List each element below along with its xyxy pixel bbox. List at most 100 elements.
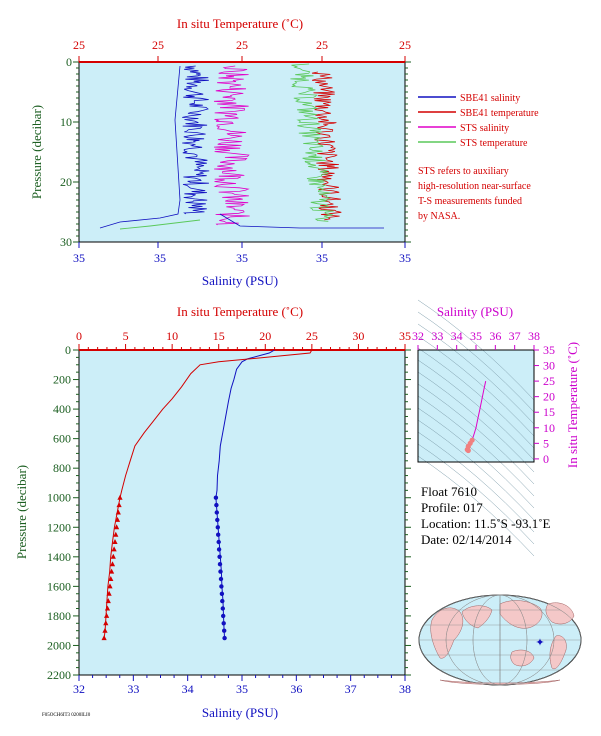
salinity-point xyxy=(219,591,225,596)
temperature-point xyxy=(116,502,122,508)
ts-sal-tick: 36 xyxy=(489,329,501,343)
ts-temp-tick: 15 xyxy=(543,405,555,419)
temperature-point xyxy=(117,494,123,500)
main-temp-tick: 15 xyxy=(213,329,225,343)
main-panel: In situ Temperature (˚C) Salinity (PSU) … xyxy=(14,304,411,720)
main-sal-tick: 33 xyxy=(127,682,139,696)
ts-sal-tick: 35 xyxy=(470,329,482,343)
legend-label: SBE41 temperature xyxy=(460,108,539,119)
density-contour xyxy=(417,383,535,485)
top-temp-tick: 25 xyxy=(236,38,248,52)
salinity-point xyxy=(221,613,226,619)
density-contour xyxy=(417,371,535,473)
salinity-point xyxy=(218,569,223,574)
temperature-point xyxy=(102,627,108,633)
sbe41-salinity-trace xyxy=(182,65,210,215)
salinity-point xyxy=(213,495,219,500)
main-pressure-tick: 1600 xyxy=(47,579,71,593)
legend-label: SBE41 salinity xyxy=(460,93,520,104)
temperature-point xyxy=(104,612,110,618)
salinity-point xyxy=(215,525,220,530)
temperature-point xyxy=(101,635,107,641)
main-pressure-tick: 2200 xyxy=(47,668,71,682)
main-temperature-line xyxy=(103,349,313,639)
ts-point xyxy=(465,447,471,454)
sbe41-salinity-bottom-trace xyxy=(99,65,181,229)
ts-temp-tick: 20 xyxy=(543,390,555,404)
density-contour xyxy=(417,431,535,533)
ts-sal-axis-title: Salinity (PSU) xyxy=(437,304,513,319)
temperature-point xyxy=(114,516,121,522)
main-pressure-tick: 0 xyxy=(65,343,71,357)
main-sal-tick: 34 xyxy=(182,682,194,696)
legend: SBE41 salinity SBE41 temperature STS sal… xyxy=(418,93,539,222)
density-contour xyxy=(417,359,535,461)
top-temp-tick: 25 xyxy=(152,38,164,52)
world-map: ✦ xyxy=(418,594,582,686)
ts-panel: Salinity (PSU) 32 33 34 35 36 37 3805101520253… xyxy=(412,299,580,557)
legend-note-line: STS refers to auxiliary xyxy=(418,166,509,177)
float-id: Float 7610 xyxy=(421,484,477,499)
main-temp-tick: 10 xyxy=(166,329,178,343)
ts-sal-tick: 34 xyxy=(451,329,463,343)
ts-temp-tick: 0 xyxy=(543,452,549,466)
map-land xyxy=(430,600,575,685)
density-contour xyxy=(417,419,535,521)
float-location-marker: ✦ xyxy=(535,637,544,649)
date: Date: 02/14/2014 xyxy=(421,532,512,547)
salinity-point xyxy=(220,598,225,604)
main-tick-labels: 0200400600800100012001400160018002000220… xyxy=(47,329,411,696)
salinity-point xyxy=(217,562,223,567)
salinity-point xyxy=(222,628,227,633)
top-temp-tick: 25 xyxy=(316,38,328,52)
main-pressure-axis-title: Pressure (decibar) xyxy=(14,465,29,559)
ts-sal-tick: 32 xyxy=(412,329,424,343)
footer-code: F05OCH6IT3 0200ILI0 xyxy=(42,713,91,718)
main-pressure-tick: 200 xyxy=(53,373,71,387)
top-sal-tick: 35 xyxy=(236,251,248,265)
main-temp-axis-title: In situ Temperature (˚C) xyxy=(177,304,303,319)
top-plot-area xyxy=(78,61,406,243)
temperature-point xyxy=(103,620,109,626)
top-sal-axis-title: Salinity (PSU) xyxy=(202,273,278,288)
legend-label: STS salinity xyxy=(460,123,509,134)
main-temp-tick: 30 xyxy=(352,329,364,343)
float-info: Float 7610 Profile: 017 Location: 11.5˚S… xyxy=(421,484,551,547)
top-temp-axis-title: In situ Temperature (˚C) xyxy=(177,16,303,31)
salinity-point xyxy=(216,547,222,552)
sts-temperature-tail-trace xyxy=(119,219,201,230)
density-contour xyxy=(417,407,535,509)
temperature-point xyxy=(113,531,119,537)
temperature-point xyxy=(112,539,118,544)
top-pressure-tick: 20 xyxy=(60,175,72,189)
main-temp-tick: 20 xyxy=(259,329,271,343)
sts-salinity-trace xyxy=(213,65,250,226)
main-pressure-tick: 400 xyxy=(53,402,71,416)
main-pressure-tick: 1200 xyxy=(47,520,71,534)
legend-label: STS temperature xyxy=(460,138,528,149)
salinity-point xyxy=(215,517,220,523)
salinity-point xyxy=(221,621,226,626)
top-traces xyxy=(99,63,384,230)
temperature-point xyxy=(108,576,114,581)
main-temp-tick: 0 xyxy=(76,329,82,343)
top-temp-tick: 25 xyxy=(73,38,85,52)
density-contour xyxy=(417,395,535,497)
main-temp-tick: 35 xyxy=(399,329,411,343)
salinity-point xyxy=(219,584,224,589)
density-contour xyxy=(417,335,535,437)
ts-temp-axis-title: In situ Temperature (˚C) xyxy=(565,342,580,468)
temperature-point xyxy=(114,524,120,530)
ts-temp-tick: 30 xyxy=(543,359,555,373)
main-pressure-tick: 800 xyxy=(53,461,71,475)
top-temp-tick: 25 xyxy=(399,38,411,52)
top-ticks xyxy=(73,56,411,248)
sts-temperature-trace xyxy=(290,63,334,222)
density-contour xyxy=(417,323,535,425)
temperature-point xyxy=(106,590,112,596)
temperature-point xyxy=(104,605,111,611)
temperature-point xyxy=(107,583,113,589)
ts-temp-tick: 35 xyxy=(543,343,555,357)
